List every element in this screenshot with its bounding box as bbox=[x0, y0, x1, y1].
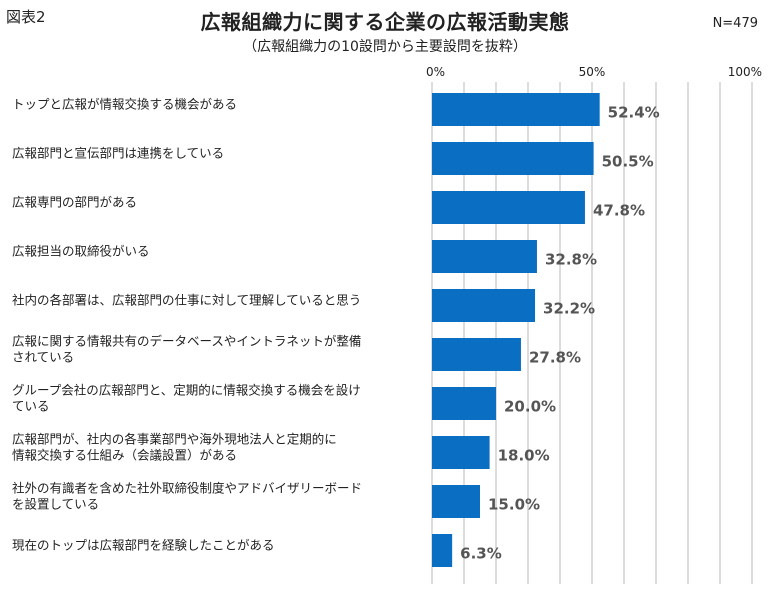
category-label-5-line-1: されている bbox=[12, 350, 74, 365]
bar-2 bbox=[432, 191, 585, 224]
value-label-3: 32.8% bbox=[545, 251, 597, 269]
bar-8 bbox=[432, 485, 480, 518]
x-tick-label-0: 0% bbox=[426, 65, 445, 79]
category-label-7-line-0: 広報部門が、社内の各事業部門や海外現地法人と定期的に bbox=[12, 432, 337, 447]
category-label-3: 広報担当の取締役がいる bbox=[12, 244, 150, 259]
category-label-4: 社内の各部署は、広報部門の仕事に対して理解していると思う bbox=[12, 293, 361, 308]
bar-6 bbox=[432, 387, 496, 420]
x-tick-label-1: 50% bbox=[579, 65, 606, 79]
value-label-7: 18.0% bbox=[498, 447, 550, 465]
category-label-6-line-1: ている bbox=[12, 399, 50, 414]
x-tick-label-2: 100% bbox=[728, 65, 762, 79]
value-label-0: 52.4% bbox=[608, 104, 660, 122]
value-label-1: 50.5% bbox=[602, 153, 654, 171]
bar-9 bbox=[432, 534, 453, 567]
bar-0 bbox=[432, 93, 600, 126]
bar-7 bbox=[432, 436, 490, 469]
category-label-6-line-0: グループ会社の広報部門と、定期的に情報交換する機会を設け bbox=[12, 383, 361, 398]
bar-5 bbox=[432, 338, 521, 371]
bar-1 bbox=[432, 142, 594, 175]
category-label-1: 広報部門と宣伝部門は連携をしている bbox=[12, 146, 224, 161]
value-label-9: 6.3% bbox=[460, 545, 502, 563]
value-label-8: 15.0% bbox=[488, 496, 540, 514]
value-label-6: 20.0% bbox=[504, 398, 556, 416]
chart-title: 広報組織力に関する企業の広報活動実態 bbox=[200, 10, 570, 34]
figure-label: 図表2 bbox=[6, 8, 46, 26]
category-label-0: トップと広報が情報交換する機会がある bbox=[12, 97, 237, 112]
bar-3 bbox=[432, 240, 537, 273]
category-label-5-line-0: 広報に関する情報共有のデータベースやイントラネットが整備 bbox=[12, 334, 361, 349]
category-label-9: 現在のトップは広報部門を経験したことがある bbox=[12, 538, 275, 553]
category-label-7-line-1: 情報交換する仕組み（会議設置）がある bbox=[12, 448, 237, 463]
value-label-2: 47.8% bbox=[593, 202, 645, 220]
bar-4 bbox=[432, 289, 536, 322]
category-label-8-line-1: を設置している bbox=[12, 497, 99, 512]
value-label-5: 27.8% bbox=[529, 349, 581, 367]
category-label-2: 広報専門の部門がある bbox=[12, 195, 137, 210]
value-label-4: 32.2% bbox=[543, 300, 595, 318]
category-label-8-line-0: 社外の有識者を含めた社外取締役制度やアドバイザリーボード bbox=[12, 481, 362, 496]
sample-size-label: N=479 bbox=[712, 16, 758, 31]
chart-subtitle: （広報組織力の10設問から主要設問を抜粋） bbox=[243, 39, 527, 55]
